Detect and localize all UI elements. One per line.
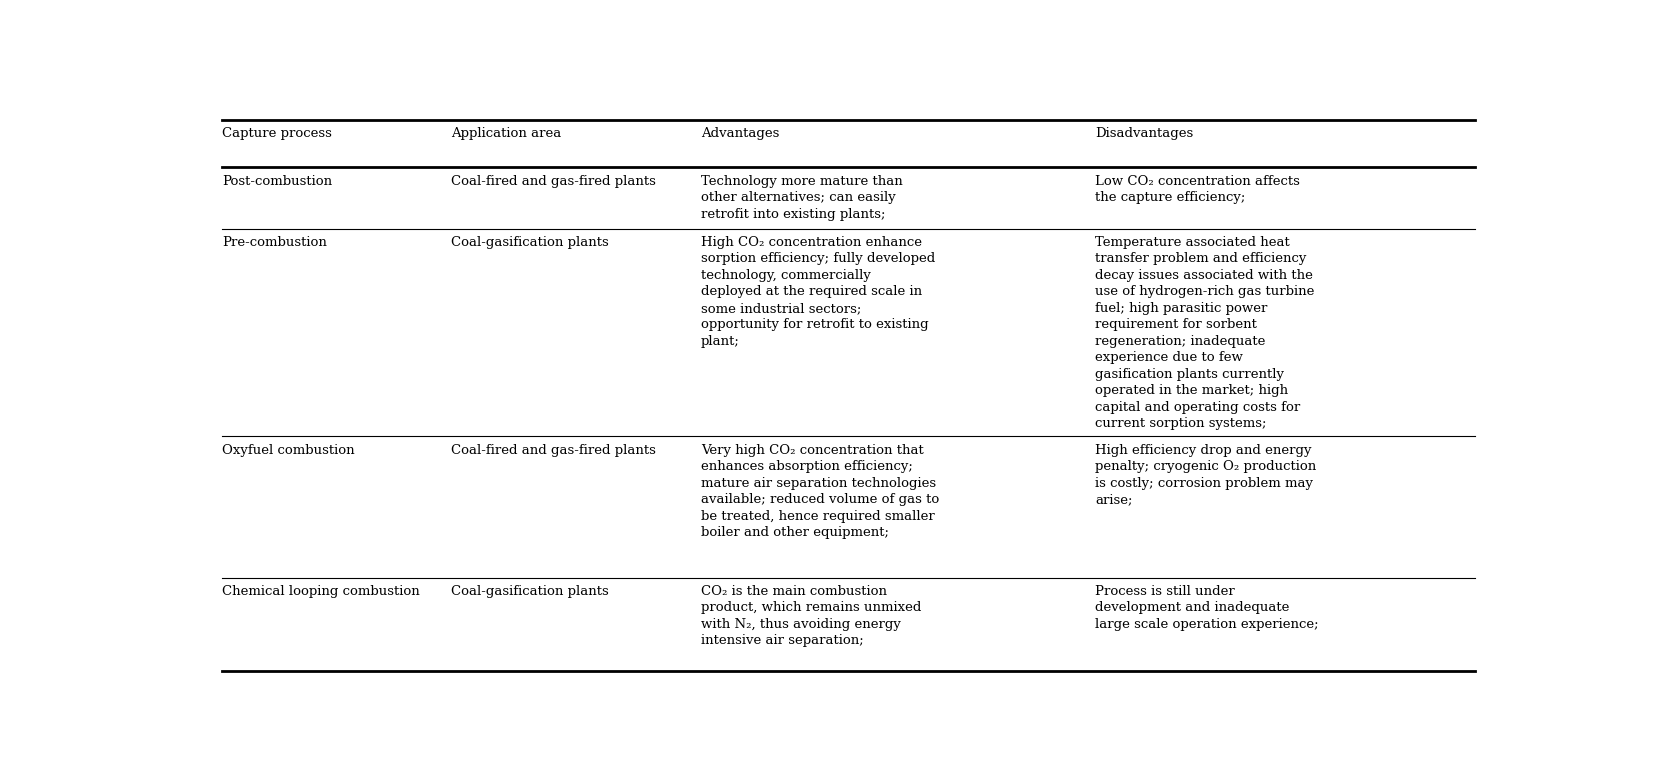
- Text: Chemical looping combustion: Chemical looping combustion: [222, 585, 420, 598]
- Text: Advantages: Advantages: [700, 127, 780, 140]
- Text: Pre-combustion: Pre-combustion: [222, 236, 328, 248]
- Text: Coal-fired and gas-fired plants: Coal-fired and gas-fired plants: [450, 174, 655, 187]
- Text: Very high CO₂ concentration that
enhances absorption efficiency;
mature air sepa: Very high CO₂ concentration that enhance…: [700, 444, 938, 539]
- Text: Post-combustion: Post-combustion: [222, 174, 333, 187]
- Text: Technology more mature than
other alternatives; can easily
retrofit into existin: Technology more mature than other altern…: [700, 174, 902, 221]
- Text: Capture process: Capture process: [222, 127, 333, 140]
- Text: Application area: Application area: [450, 127, 561, 140]
- Text: CO₂ is the main combustion
product, which remains unmixed
with N₂, thus avoiding: CO₂ is the main combustion product, whic…: [700, 585, 920, 647]
- Text: Process is still under
development and inadequate
large scale operation experien: Process is still under development and i…: [1094, 585, 1317, 631]
- Text: Low CO₂ concentration affects
the capture efficiency;: Low CO₂ concentration affects the captur…: [1094, 174, 1299, 204]
- Text: Disadvantages: Disadvantages: [1094, 127, 1193, 140]
- Text: Coal-gasification plants: Coal-gasification plants: [450, 585, 609, 598]
- Text: High CO₂ concentration enhance
sorption efficiency; fully developed
technology, : High CO₂ concentration enhance sorption …: [700, 236, 935, 348]
- Text: Oxyfuel combustion: Oxyfuel combustion: [222, 444, 354, 457]
- Text: Temperature associated heat
transfer problem and efficiency
decay issues associa: Temperature associated heat transfer pro…: [1094, 236, 1314, 430]
- Text: Coal-gasification plants: Coal-gasification plants: [450, 236, 609, 248]
- Text: High efficiency drop and energy
penalty; cryogenic O₂ production
is costly; corr: High efficiency drop and energy penalty;…: [1094, 444, 1316, 506]
- Text: Coal-fired and gas-fired plants: Coal-fired and gas-fired plants: [450, 444, 655, 457]
